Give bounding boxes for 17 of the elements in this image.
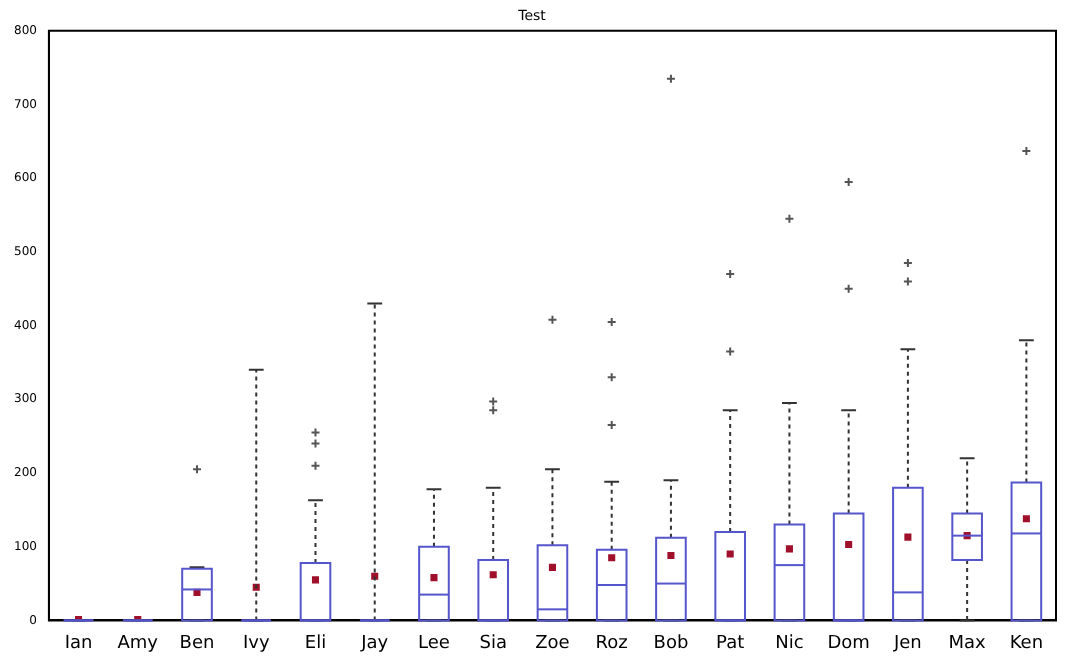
x-tick-label: Amy [117,633,160,654]
x-tick-label: Eli [304,633,327,654]
x-tick-label: Max [948,633,988,654]
x-tick-label: Roz [595,633,629,654]
x-tick-label: Dom [827,633,870,654]
x-tick-label: Sia [479,633,507,654]
x-tick-label: Zoe [535,633,571,654]
x-tick-label: Ken [1009,633,1044,654]
x-tick-label: Jay [359,633,390,654]
x-tick-label: Jen [891,633,922,654]
x-tick-label: Ian [64,633,93,654]
x-tick-label: Ben [179,633,215,654]
x-tick-label: Pat [716,633,746,654]
x-tick-label: Nic [775,633,804,654]
x-tick-label: Bob [653,633,689,654]
x-tick-label: Ivy [242,633,271,654]
x-tick-label: Lee [418,633,451,654]
